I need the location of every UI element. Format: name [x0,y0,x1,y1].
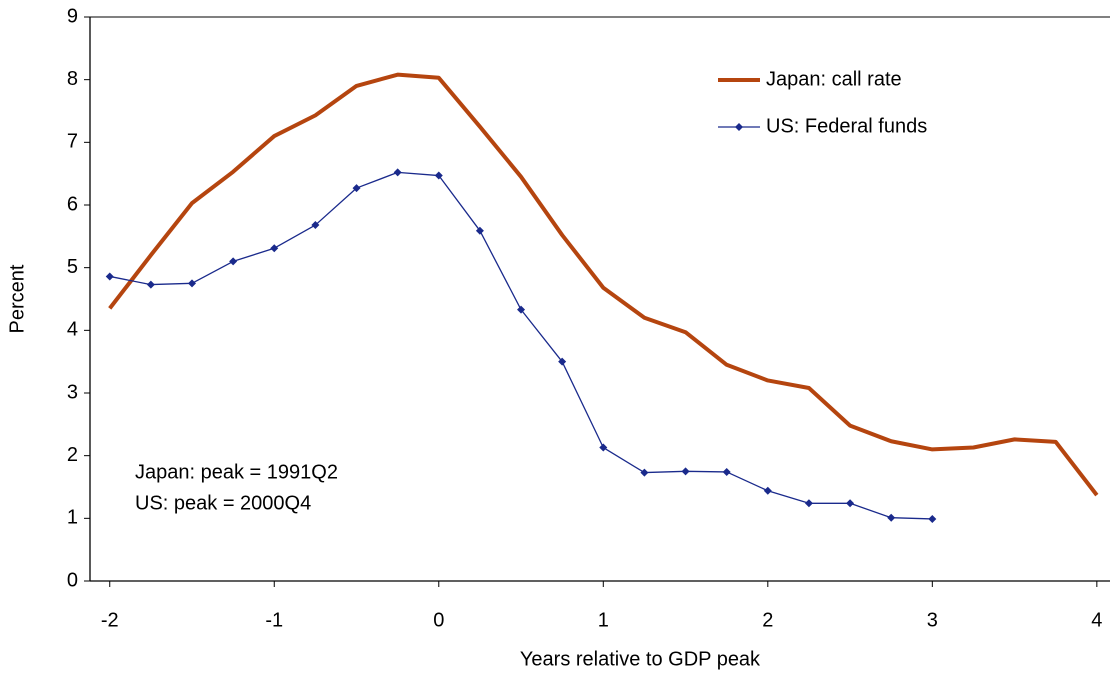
data-point [475,226,484,235]
y-tick-label: 3 [67,381,78,403]
x-tick-label: 3 [927,609,938,631]
legend-label: Japan: call rate [766,68,902,90]
data-point [887,513,896,522]
y-tick-label: 7 [67,131,78,153]
data-point [105,272,114,281]
annotation: Japan: peak = 1991Q2 [135,461,338,483]
data-point [763,486,772,495]
data-line [108,72,1099,497]
legend-marker [735,123,743,131]
x-tick-label: 4 [1091,609,1102,631]
data-point [846,499,855,508]
data-point [804,499,813,508]
data-point [270,244,279,253]
x-tick-label: 0 [433,609,444,631]
data-point [558,357,567,366]
data-point [517,305,526,314]
y-axis-label: Percent [6,264,28,333]
data-point [188,279,196,288]
data-point [928,514,937,523]
y-tick-label: 4 [67,319,78,341]
x-tick-label: -2 [101,609,119,631]
data-point [722,467,731,476]
x-tick-label: 1 [598,609,609,631]
x-axis-label: Years relative to GDP peak [520,648,761,670]
data-point [434,171,443,180]
data-point [229,257,238,266]
x-tick-label: 2 [762,609,773,631]
data-point [640,468,649,477]
legend-label: US: Federal funds [766,115,927,137]
y-tick-label: 0 [67,569,78,591]
y-tick-label: 8 [67,68,78,90]
y-tick-label: 6 [67,193,78,215]
data-point [599,443,608,452]
data-point [146,280,155,289]
data-point [681,467,690,476]
y-tick-label: 1 [67,507,78,529]
y-tick-label: 2 [67,444,78,466]
x-tick-label: -1 [265,609,283,631]
data-point [393,168,402,177]
data-point [311,221,320,230]
y-tick-label: 9 [67,5,78,27]
data-point [352,184,361,193]
annotation: US: peak = 2000Q4 [135,492,311,514]
y-tick-label: 5 [67,256,78,278]
